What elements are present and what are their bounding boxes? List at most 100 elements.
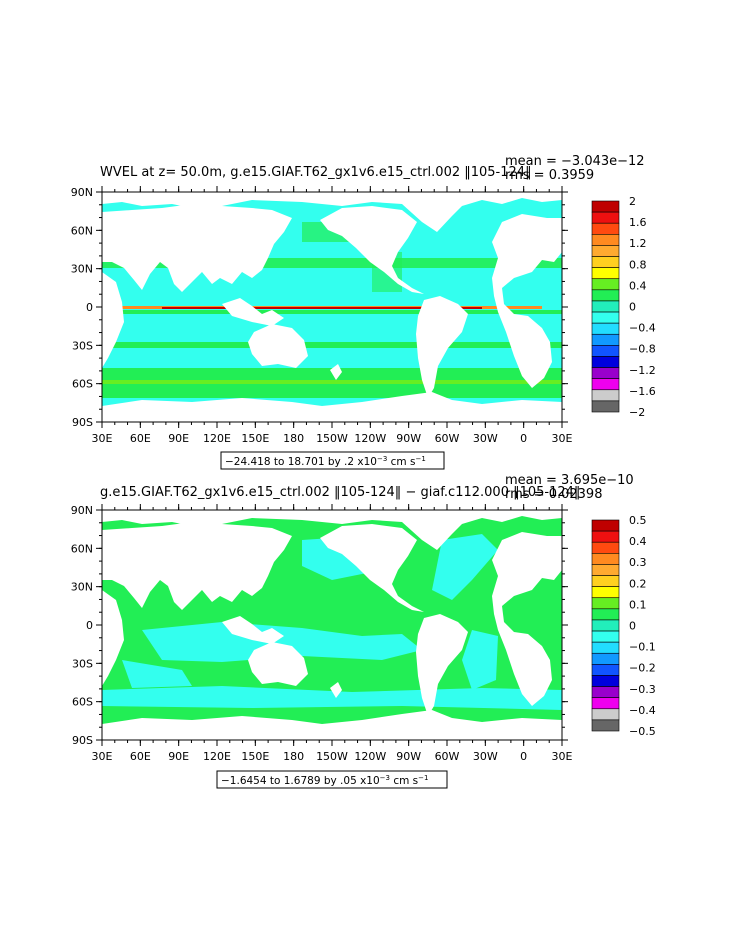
lat-label: 60N <box>71 224 93 237</box>
panel-2: g.e15.GIAF.T62_gx1v6.e15_ctrl.002 ‖105-1… <box>71 473 656 789</box>
colorbar-swatch <box>591 630 620 643</box>
colorbar-swatch <box>591 234 620 246</box>
colorbar-label: 0.4 <box>629 535 647 548</box>
lat-label: 60S <box>72 696 93 709</box>
panel-2-mean: mean = 3.695e−10 <box>505 473 634 488</box>
colorbar-label: 1.2 <box>629 237 647 250</box>
colorbar-swatch <box>591 378 620 391</box>
colorbar-swatch <box>591 719 620 732</box>
panel-2-colorbar: 0.5 0.4 0.3 0.2 0.1 0 −0.1 −0.2 −0.3 −0.4 −0.5 <box>591 514 656 738</box>
lat-label: 30S <box>72 657 93 670</box>
colorbar-swatch <box>591 245 620 257</box>
panel-1: WVEL at z= 50.0m, g.e15.GIAF.T62_gx1v6.e… <box>71 154 656 470</box>
panel-1-range-box <box>220 451 445 470</box>
colorbar-label: −0.4 <box>629 322 656 335</box>
colorbar-swatch <box>591 641 620 654</box>
colorbar-swatch <box>591 256 620 268</box>
lon-label: 120W <box>354 750 386 763</box>
colorbar-swatch <box>591 200 620 213</box>
colorbar-swatch <box>591 389 620 402</box>
panel-2-axes: 90N 60N 30N 0 30S 60S 90S 30E 60E 90E 120E 150E 180 1… <box>71 504 573 763</box>
lon-label: 60W <box>435 750 460 763</box>
colorbar-swatch <box>591 575 620 587</box>
panel-1-title: WVEL at z= 50.0m, g.e15.GIAF.T62_gx1v6.e… <box>100 165 532 180</box>
colorbar-swatch <box>591 608 620 621</box>
colorbar-swatch <box>591 322 620 335</box>
lat-label: 0 <box>86 301 93 314</box>
colorbar-swatch <box>591 267 620 280</box>
lon-label: 0 <box>520 432 527 445</box>
lon-label: 60W <box>435 432 460 445</box>
panel-1-range-label: −24.418 to 18.701 by .2 x10−3 cm s−1 <box>225 455 426 468</box>
lat-label: 60S <box>72 378 93 391</box>
lon-label: 30E <box>92 432 113 445</box>
colorbar-label: 0.2 <box>629 577 647 590</box>
colorbar-swatch <box>591 597 620 610</box>
colorbar-swatch <box>591 333 620 346</box>
panel-1-colorbar: 2 1.6 1.2 0.8 0.4 0 −0.4 −0.8 −1.2 −1.6 −2 <box>591 195 656 419</box>
colorbar-label: 2 <box>629 195 636 208</box>
colorbar-swatch <box>591 586 620 599</box>
colorbar-label: −0.2 <box>629 662 656 675</box>
colorbar-label: −0.3 <box>629 683 656 696</box>
lon-label: 30E <box>92 750 113 763</box>
colorbar-swatch <box>591 289 620 302</box>
colorbar-swatch <box>591 519 620 532</box>
colorbar-label: 1.6 <box>629 216 647 229</box>
lat-label: 0 <box>86 619 93 632</box>
lon-label: 120W <box>354 432 386 445</box>
colorbar-swatch <box>591 211 620 224</box>
colorbar-swatch <box>591 278 620 291</box>
panel-2-rms: rms = 0.02398 <box>505 487 602 502</box>
colorbar-swatch <box>591 675 620 687</box>
lat-label: 30S <box>72 339 93 352</box>
colorbar-label: 0.4 <box>629 279 647 292</box>
colorbar-label: −0.4 <box>629 704 656 717</box>
lon-label: 120E <box>203 432 231 445</box>
colorbar-swatch <box>591 652 620 665</box>
lon-label: 30E <box>552 750 573 763</box>
panel-1-rms: rms = 0.3959 <box>505 168 594 183</box>
colorbar-label: 0 <box>629 301 636 314</box>
panel-2-title: g.e15.GIAF.T62_gx1v6.e15_ctrl.002 ‖105-1… <box>100 485 580 500</box>
colorbar-swatch <box>591 311 620 324</box>
colorbar-swatch <box>591 664 620 676</box>
colorbar-label: −0.8 <box>629 343 656 356</box>
lon-label: 120E <box>203 750 231 763</box>
colorbar-label: −0.5 <box>629 725 656 738</box>
colorbar-swatch <box>591 530 620 543</box>
lon-label: 90E <box>168 750 189 763</box>
lon-label: 0 <box>520 750 527 763</box>
panel-1-map <box>101 191 563 423</box>
lat-label: 90N <box>71 504 93 517</box>
panel-1-axes: 90N 60N 30N 0 30S 60S 90S 30E 60E 90E 120E 150E 180 1… <box>71 186 573 445</box>
lat-label: 90S <box>72 734 93 747</box>
colorbar-swatch <box>591 686 620 698</box>
lat-label: 90S <box>72 416 93 429</box>
lon-label: 30E <box>552 432 573 445</box>
lon-label: 30W <box>473 750 498 763</box>
colorbar-label: −0.1 <box>629 641 656 654</box>
colorbar-swatch <box>591 697 620 710</box>
colorbar-swatch <box>591 553 620 565</box>
panel-2-range-box <box>216 770 448 789</box>
lon-label: 90E <box>168 432 189 445</box>
lon-label: 90W <box>396 432 421 445</box>
colorbar-swatch <box>591 564 620 576</box>
panel-1-mean: mean = −3.043e−12 <box>505 154 645 169</box>
lat-label: 60N <box>71 542 93 555</box>
colorbar-label: −1.2 <box>629 364 656 377</box>
colorbar-label: 0.1 <box>629 598 647 611</box>
colorbar-label: 0 <box>629 620 636 633</box>
colorbar-label: −1.6 <box>629 385 656 398</box>
lat-label: 90N <box>71 186 93 199</box>
lon-label: 180 <box>283 432 304 445</box>
colorbar-label: 0.8 <box>629 258 647 271</box>
colorbar-label: 0.3 <box>629 556 647 569</box>
panel-2-range-label: −1.6454 to 1.6789 by .05 x10−3 cm s−1 <box>221 774 428 787</box>
lon-label: 30W <box>473 432 498 445</box>
lon-label: 150W <box>316 750 348 763</box>
panel-2-map <box>101 509 563 741</box>
colorbar-swatch <box>591 708 620 721</box>
